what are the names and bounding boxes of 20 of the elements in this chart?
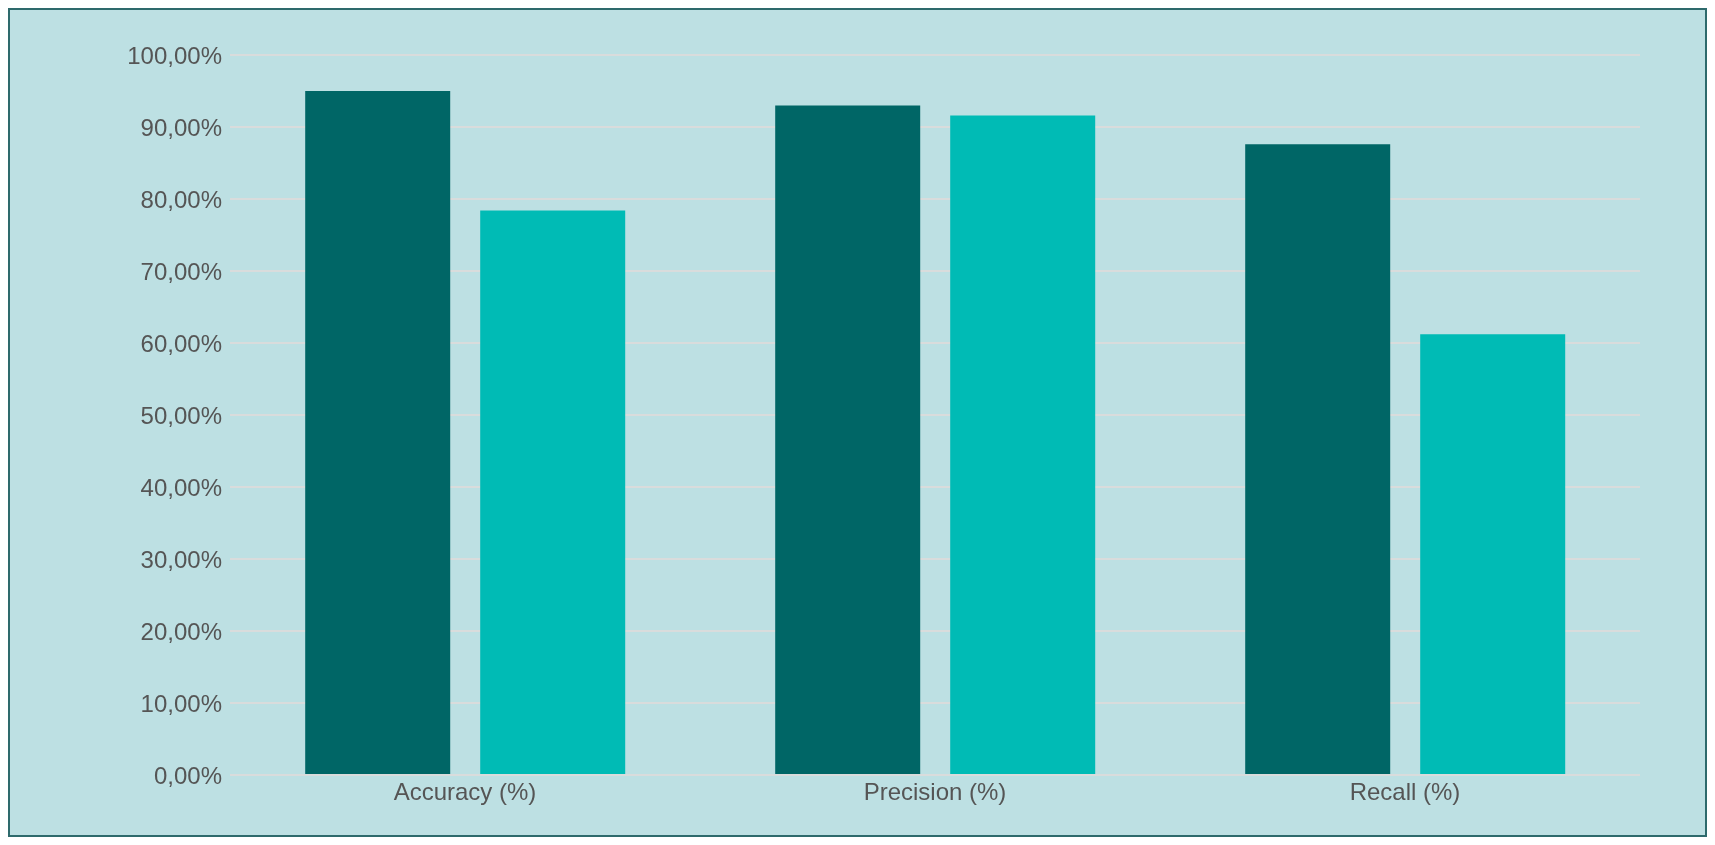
y-tick-label: 100,00% bbox=[127, 41, 222, 69]
bar bbox=[480, 210, 626, 775]
y-tick-label: 90,00% bbox=[140, 113, 222, 141]
x-tick-label: Accuracy (%) bbox=[393, 778, 537, 806]
bar bbox=[1245, 144, 1391, 775]
y-tick-label: 50,00% bbox=[140, 401, 222, 429]
x-tick-label: Precision (%) bbox=[863, 778, 1007, 806]
y-tick-label: 10,00% bbox=[140, 689, 222, 717]
y-tick-label: 70,00% bbox=[140, 257, 222, 285]
y-tick-label: 20,00% bbox=[140, 617, 222, 645]
y-tick-label: 60,00% bbox=[140, 329, 222, 357]
y-tick-label: 40,00% bbox=[140, 473, 222, 501]
x-tick-label: Recall (%) bbox=[1349, 778, 1461, 806]
y-tick-label: 0,00% bbox=[153, 761, 222, 789]
y-tick-label: 30,00% bbox=[140, 545, 222, 573]
bar bbox=[305, 91, 451, 775]
bar bbox=[775, 105, 921, 775]
bar bbox=[1420, 334, 1566, 775]
y-tick-label: 80,00% bbox=[140, 185, 222, 213]
bar bbox=[950, 115, 1096, 775]
